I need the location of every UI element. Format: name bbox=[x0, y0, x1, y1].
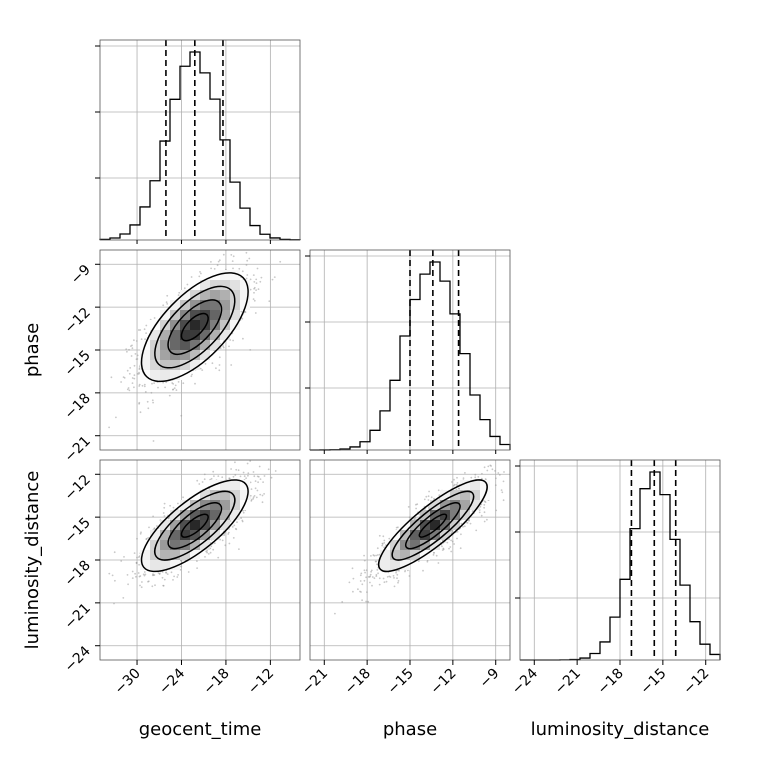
y-axis-label-phase: phase bbox=[22, 323, 43, 377]
y-tick-label-phase-1: −18 bbox=[62, 390, 94, 422]
x-tick-label-luminosity_distance-0: −24 bbox=[509, 665, 541, 697]
panels-layer bbox=[99, 39, 721, 661]
contour-2 bbox=[154, 285, 236, 369]
y-tick-label-phase-0: −21 bbox=[62, 433, 94, 465]
scatter-panel-geocent_time-luminosity_distance bbox=[99, 459, 301, 661]
contour-3 bbox=[377, 479, 488, 573]
x-tick-label-geocent_time-2: −18 bbox=[201, 666, 233, 698]
x-tick-label-geocent_time-1: −24 bbox=[156, 665, 188, 697]
x-tick-label-luminosity_distance-2: −18 bbox=[595, 666, 627, 698]
contour-1 bbox=[404, 502, 461, 550]
x-tick-label-phase-0: −21 bbox=[299, 666, 331, 698]
x-tick-label-phase-3: −12 bbox=[427, 666, 459, 698]
x-tick-label-phase-2: −15 bbox=[385, 666, 417, 698]
x-axis-label-luminosity_distance: luminosity_distance bbox=[531, 719, 710, 740]
x-tick-label-phase-4: −9 bbox=[477, 666, 503, 692]
hist-panel-geocent_time bbox=[99, 39, 301, 241]
y-tick-label-luminosity_distance-4: −12 bbox=[62, 472, 94, 504]
x-tick-label-phase-1: −18 bbox=[342, 666, 374, 698]
contour-2 bbox=[154, 490, 236, 561]
y-tick-label-luminosity_distance-0: −24 bbox=[62, 643, 94, 675]
contour-2 bbox=[391, 490, 475, 561]
y-tick-label-luminosity_distance-1: −21 bbox=[62, 600, 94, 632]
y-axis-label-luminosity_distance: luminosity_distance bbox=[22, 471, 43, 650]
contour-3 bbox=[140, 272, 249, 383]
y-tick-label-phase-3: −12 bbox=[62, 305, 94, 337]
panel-frame bbox=[99, 39, 301, 241]
contour-0 bbox=[418, 513, 448, 538]
y-tick-label-phase-2: −15 bbox=[62, 348, 94, 380]
y-tick-label-luminosity_distance-2: −18 bbox=[62, 558, 94, 590]
x-tick-label-luminosity_distance-1: −21 bbox=[552, 666, 584, 698]
contour-0 bbox=[180, 312, 209, 342]
scatter-panel-geocent_time-phase bbox=[99, 249, 301, 451]
x-tick-label-luminosity_distance-3: −15 bbox=[637, 666, 669, 698]
x-axis-label-phase: phase bbox=[383, 719, 437, 740]
hist-panel-phase bbox=[309, 249, 511, 451]
contour-1 bbox=[167, 299, 223, 356]
contour-0 bbox=[180, 513, 209, 538]
contour-3 bbox=[140, 479, 249, 573]
y-tick-label-phase-4: −9 bbox=[68, 262, 94, 288]
x-tick-label-geocent_time-0: −30 bbox=[112, 666, 144, 698]
hist-outline-phase bbox=[309, 261, 511, 451]
density-blocks bbox=[380, 480, 490, 570]
hist-panel-luminosity_distance bbox=[519, 459, 721, 661]
x-tick-label-luminosity_distance-4: −12 bbox=[680, 666, 712, 698]
y-tick-label-luminosity_distance-3: −15 bbox=[62, 515, 94, 547]
x-axis-label-geocent_time: geocent_time bbox=[139, 719, 262, 740]
x-tick-label-geocent_time-3: −12 bbox=[245, 666, 277, 698]
density-blocks bbox=[140, 480, 250, 570]
hist-outline-geocent_time bbox=[99, 51, 301, 241]
scatter-panel-phase-luminosity_distance bbox=[309, 459, 511, 661]
contour-1 bbox=[167, 502, 223, 550]
